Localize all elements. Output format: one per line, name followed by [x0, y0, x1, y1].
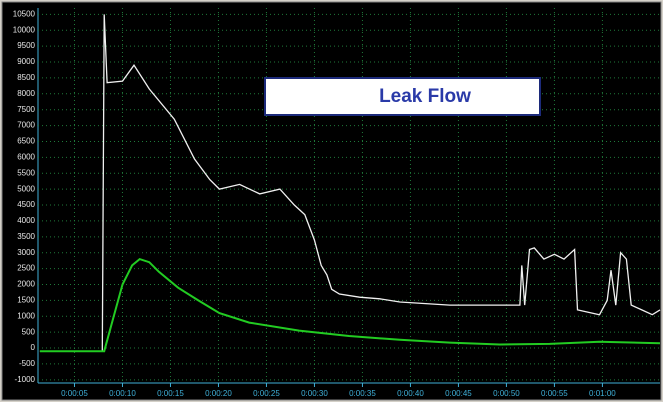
y-tick-label: 5000 [17, 184, 35, 193]
y-tick-label: 7500 [17, 105, 35, 114]
y-tick-label: 0 [31, 343, 36, 352]
series-line [39, 257, 661, 353]
x-tick-label: 0:00:50 [493, 389, 520, 398]
x-tick-label: 0:00:45 [445, 389, 472, 398]
y-tick-label: 8000 [17, 89, 35, 98]
x-tick-label: 0:00:15 [157, 389, 184, 398]
y-tick-label: 1000 [17, 311, 35, 320]
y-tick-label: 2500 [17, 264, 35, 273]
y-tick-label: 4500 [17, 200, 35, 209]
x-tick-label: 0:00:05 [61, 389, 88, 398]
x-tick-label: 0:00:40 [397, 389, 424, 398]
y-tick-label: 10000 [13, 25, 36, 34]
y-tick-label: 9000 [17, 57, 35, 66]
y-tick-label: 4000 [17, 216, 35, 225]
grid: -1000 -500 0 500 1000 1500 2000 2500 3000 3500 400… [13, 8, 660, 398]
y-tick-label: 6000 [17, 152, 35, 161]
y-tick-label: 8500 [17, 73, 35, 82]
x-tick-label: 0:00:10 [109, 389, 136, 398]
x-tick-label: 0:00:30 [301, 389, 328, 398]
y-tick-label: -1000 [15, 375, 36, 384]
annotation-box [264, 77, 541, 116]
lines [39, 14, 661, 353]
x-tick-label: 0:01:00 [589, 389, 616, 398]
y-tick-label: 5500 [17, 168, 35, 177]
y-tick-label: -500 [19, 359, 36, 368]
y-tick-label: 500 [22, 327, 36, 336]
y-tick-label: 3500 [17, 232, 35, 241]
annotation: Leak Flow [379, 86, 471, 107]
y-tick-label: 10500 [13, 9, 36, 18]
y-tick-label: 2000 [17, 280, 35, 289]
y-tick-label: 9500 [17, 41, 35, 50]
x-tick-label: 0:00:20 [205, 389, 232, 398]
x-tick-label: 0:00:35 [349, 389, 376, 398]
y-tick-label: 1500 [17, 295, 35, 304]
series-line [39, 14, 661, 352]
y-tick-label: 6500 [17, 137, 35, 146]
x-tick-label: 0:00:55 [541, 389, 568, 398]
y-tick-label: 7000 [17, 121, 35, 130]
y-tick-label: 3000 [17, 248, 35, 257]
x-tick-label: 0:00:25 [253, 389, 280, 398]
